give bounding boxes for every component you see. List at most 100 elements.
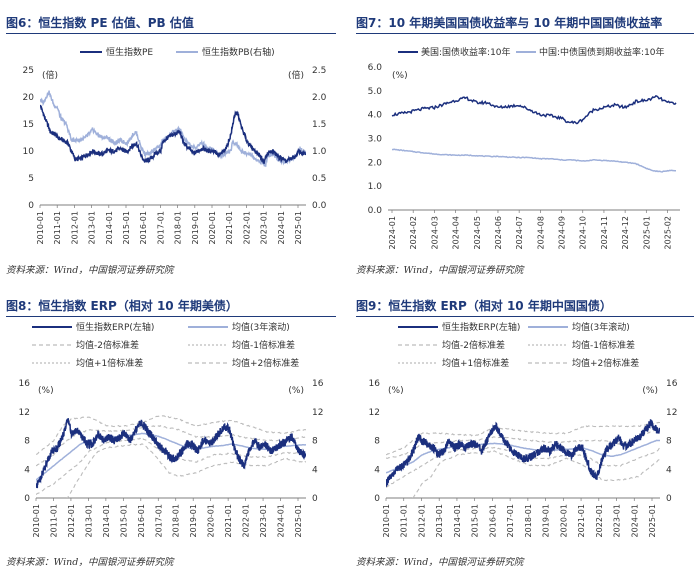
fig8-xtick-label: 2023-01 <box>259 504 268 537</box>
fig9-title-rule <box>356 316 694 317</box>
fig6-xtick-label: 2019-01 <box>191 211 200 244</box>
fig7-series-us10y-line <box>391 95 677 125</box>
fig9-ytick-label: 16 <box>369 379 381 389</box>
fig6-xtick-label: 2011-01 <box>53 211 62 244</box>
fig8-ytick-label-right: 12 <box>312 408 323 418</box>
fig6-source: 资料来源：Wind，中国银河证券研究院 <box>6 265 174 276</box>
fig8-xtick-label: 2020-01 <box>207 504 216 537</box>
fig8-ytick-label-right: 4 <box>312 465 318 475</box>
fig9-xtick-label: 2018-01 <box>524 504 533 537</box>
fig9-xtick-label: 2019-01 <box>542 504 551 537</box>
fig6-ytick-label: 25 <box>23 66 34 76</box>
fig9-legend-label-rolling-mean: 均值(3年滚动) <box>572 321 630 333</box>
fig9-xtick-label: 2024-01 <box>630 504 639 537</box>
fig8-xtick-label: 2015-01 <box>119 504 128 537</box>
fig9-ytick-label-right: 4 <box>666 465 672 475</box>
fig6-xtick-label: 2024-01 <box>277 211 286 244</box>
fig8-xtick-label: 2021-01 <box>224 504 233 537</box>
fig6-xtick-label: 2020-01 <box>208 211 217 244</box>
fig9-xtick-label: 2023-01 <box>613 504 622 537</box>
fig9-legend-label-minus2sd: 均值-2倍标准差 <box>442 339 505 351</box>
fig7-xtick-label: 2024-07 <box>515 216 524 249</box>
fig9-series-rolling-mean-line <box>386 439 660 474</box>
fig8-legend-label-rolling-mean: 均值(3年滚动) <box>232 321 290 333</box>
fig8-xtick-label: 2019-01 <box>189 504 198 537</box>
fig8-title: 图8：恒生指数 ERP（相对 10 年期美债） <box>6 299 238 313</box>
fig6-ytick-label: 15 <box>23 120 34 130</box>
fig9-legend-label-minus1sd: 均值-1倍标准差 <box>572 339 635 351</box>
fig9-xtick-label: 2015-01 <box>471 504 480 537</box>
fig8-xtick-label: 2011-01 <box>50 504 59 537</box>
fig9-left-unit: (%) <box>388 386 404 396</box>
fig8-ytick-label: 0 <box>24 494 30 504</box>
fig6-xtick-label: 2018-01 <box>174 211 183 244</box>
fig7-xtick-label: 2024-02 <box>409 216 418 249</box>
fig9-series-minus2sd-line <box>412 450 660 498</box>
fig7-ytick-label: 4.0 <box>368 111 383 121</box>
fig7-legend-label-cn: 中国:中债国债到期收益率:10年 <box>539 46 665 58</box>
fig8-title-rule <box>6 316 336 317</box>
fig8-xtick-label: 2012-01 <box>67 504 76 537</box>
fig7-title: 图7：10 年期美国国债收益率与 10 年期中国国债收益率 <box>356 16 663 30</box>
fig8-xtick-label: 2022-01 <box>242 504 251 537</box>
fig6-ytick-label-right: 1.0 <box>312 147 327 157</box>
fig6-xtick-label: 2017-01 <box>156 211 165 244</box>
fig6-ytick-label: 5 <box>28 174 34 184</box>
fig6-ytick-label: 20 <box>23 93 35 103</box>
fig9-ytick-label-right: 12 <box>666 408 677 418</box>
fig9-ytick-label: 12 <box>369 408 380 418</box>
fig7-xtick-label: 2024-04 <box>452 216 461 249</box>
fig7-left-unit: (%) <box>392 71 408 81</box>
fig7-xtick-label: 2024-08 <box>536 216 545 249</box>
fig8-ytick-label: 4 <box>24 465 30 475</box>
fig6-left-unit: (倍) <box>42 69 58 81</box>
fig7-xtick-label: 2024-01 <box>388 216 397 249</box>
fig6-ytick-label-right: 2.0 <box>312 93 327 103</box>
fig9-ytick-label-right: 8 <box>666 437 672 447</box>
fig7-xtick-label: 2024-05 <box>473 216 482 249</box>
fig6-ytick-label: 0 <box>28 201 34 211</box>
fig8-xtick-label: 2025-01 <box>294 504 303 537</box>
fig8-left-unit: (%) <box>38 386 54 396</box>
fig6-xtick-label: 2013-01 <box>88 211 97 244</box>
fig6-legend-label-pb: 恒生指数PB(右轴) <box>202 46 275 58</box>
fig8-series-plus2sd-line <box>36 414 306 455</box>
fig9-ytick-label-right: 0 <box>666 494 672 504</box>
fig9-source: 资料来源：Wind，中国银河证券研究院 <box>356 557 524 568</box>
fig9-title: 图9：恒生指数 ERP（相对 10 年期中国国债） <box>356 299 612 313</box>
fig9-xtick-label: 2011-01 <box>400 504 409 537</box>
fig8-ytick-label-right: 8 <box>312 437 318 447</box>
fig8-xtick-label: 2017-01 <box>154 504 163 537</box>
fig6-ytick-label-right: 0.5 <box>312 174 326 184</box>
fig8-source: 资料来源：Wind，中国银河证券研究院 <box>6 557 174 568</box>
fig9-xtick-label: 2021-01 <box>577 504 586 537</box>
fig6-series-pe-line <box>40 104 306 164</box>
fig8-legend-label-plus2sd: 均值+2倍标准差 <box>232 357 299 369</box>
fig8-legend-label-plus1sd: 均值+1倍标准差 <box>76 357 143 369</box>
fig7-ytick-label: 6.0 <box>368 63 383 73</box>
fig9-ytick-label: 4 <box>374 465 380 475</box>
fig7-ytick-label: 2.0 <box>368 158 383 168</box>
fig8-ytick-label: 16 <box>19 379 31 389</box>
fig9-legend-label-plus1sd: 均值+1倍标准差 <box>442 357 509 369</box>
fig9-ytick-label: 0 <box>374 494 380 504</box>
fig7-xtick-label: 2025-02 <box>664 216 673 249</box>
fig7-xtick-label: 2024-06 <box>494 216 503 249</box>
fig9-ytick-label-right: 16 <box>666 379 678 389</box>
fig7-xtick-label: 2024-03 <box>430 216 439 249</box>
fig9-xtick-label: 2010-01 <box>382 504 391 537</box>
fig6-xtick-label: 2012-01 <box>70 211 79 244</box>
fig9-xtick-label: 2014-01 <box>453 504 462 537</box>
fig8-legend-label-erp: 恒生指数ERP(左轴) <box>76 321 154 333</box>
fig6-right-unit: (倍) <box>288 69 304 81</box>
fig7-ytick-label: 0.0 <box>368 206 383 216</box>
fig7-legend-label-us: 美国:国债收益率:10年 <box>421 46 511 58</box>
fig7-xtick-label: 2024-09 <box>558 216 567 249</box>
fig6-title-rule <box>6 33 336 34</box>
fig8-ytick-label: 12 <box>19 408 30 418</box>
fig7-xtick-label: 2024-12 <box>621 216 630 249</box>
fig6-ytick-label-right: 0.0 <box>312 201 327 211</box>
fig6-xtick-label: 2025-01 <box>294 211 303 244</box>
fig8-xtick-label: 2024-01 <box>277 504 286 537</box>
